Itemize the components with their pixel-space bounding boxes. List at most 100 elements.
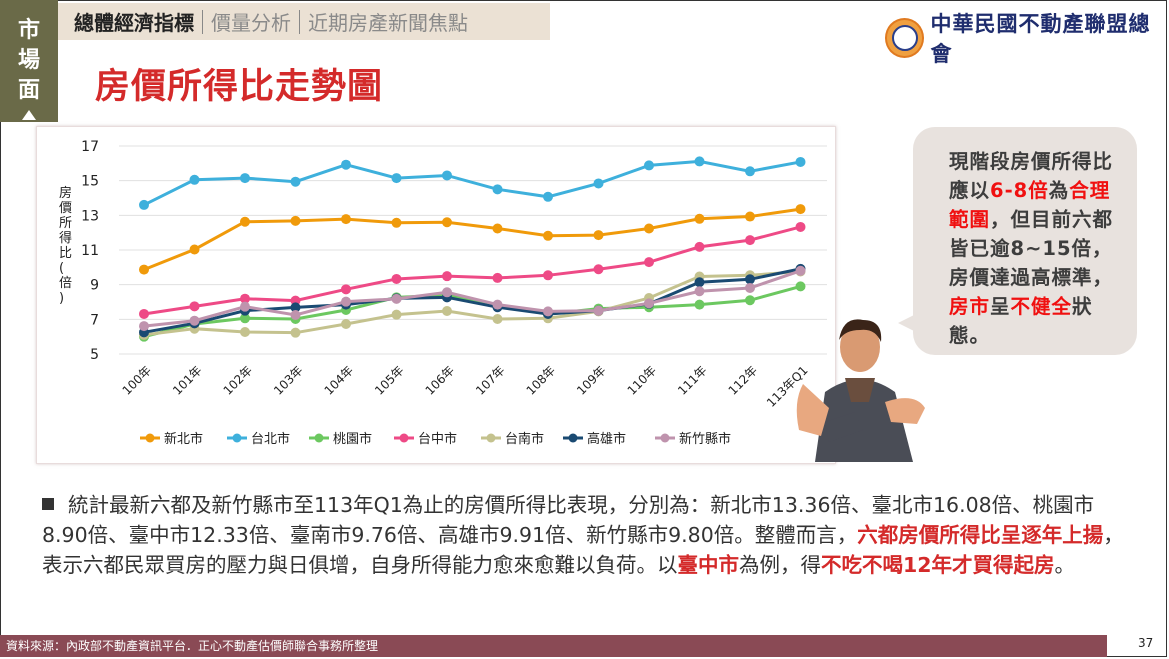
y-tick-label: 17	[81, 139, 99, 155]
x-tick-label: 107年	[473, 363, 508, 398]
legend-marker	[314, 433, 324, 443]
x-tick-label: 112年	[726, 363, 761, 398]
data-point	[593, 305, 604, 316]
data-point	[593, 230, 604, 241]
data-point	[139, 321, 149, 332]
data-point	[694, 286, 705, 297]
data-point	[492, 299, 503, 310]
series-line-新竹縣市	[143, 269, 801, 328]
data-point	[240, 293, 250, 304]
data-point	[543, 306, 553, 317]
section-tab: 市 場 面	[0, 0, 58, 122]
series-line-桃園市	[143, 284, 801, 339]
data-point	[341, 159, 351, 170]
chart-svg: 5 7 9 11 13 15 17 房價所得比(倍) 100年 101年 102年 103年 104年 1…	[59, 139, 827, 447]
data-point	[442, 287, 452, 298]
highlight-text: 不健全	[1010, 295, 1073, 318]
summary-paragraph: 統計最新六都及新竹縣市至113年Q1為止的房價所得比表現，分別為：新北市13.3…	[42, 490, 1132, 580]
data-point	[290, 327, 301, 338]
y-tick-label: 9	[90, 278, 99, 294]
x-tick-label: 101年	[170, 363, 205, 398]
data-point	[139, 199, 149, 210]
data-point	[189, 315, 200, 326]
x-tick-label: 108年	[524, 363, 559, 398]
data-point	[795, 265, 806, 276]
data-point	[442, 217, 452, 228]
series-line-新北市	[143, 207, 801, 271]
data-point	[492, 184, 503, 195]
legend-label: 台北市	[251, 431, 290, 447]
data-point	[240, 216, 250, 227]
nav-item-price-volume[interactable]: 價量分析	[211, 11, 291, 35]
nav-divider	[202, 9, 203, 34]
x-tick-label: 102年	[221, 363, 256, 398]
x-tick-label: 100年	[120, 363, 155, 398]
logo-text: 中華民國不動產聯盟總會	[930, 11, 1151, 66]
data-point	[391, 309, 402, 320]
data-point	[644, 298, 654, 309]
section-nav: 總體經濟指標 價量分析 近期房產新聞焦點	[58, 3, 550, 40]
data-point	[745, 295, 755, 306]
data-point	[492, 223, 503, 234]
text-segment: 為例，得	[739, 553, 821, 577]
data-point	[139, 264, 149, 275]
y-tick-label: 15	[81, 174, 99, 190]
nav-item-news[interactable]: 近期房產新聞焦點	[308, 11, 468, 35]
data-point	[341, 319, 351, 330]
tab-arrow-icon	[22, 110, 36, 120]
text-segment: 統計最新六都及新竹縣市至113年Q1為止的房價所得比表現，分別為：新北市13.3…	[42, 493, 1095, 547]
y-axis-label: 房價所得比(倍)	[59, 185, 72, 306]
data-point	[543, 270, 553, 281]
text-segment: 現階段房價所得比應以	[949, 150, 1114, 202]
data-point	[391, 273, 402, 284]
legend-label: 新北市	[164, 431, 203, 447]
x-tick-label: 109年	[574, 363, 609, 398]
y-tick-label: 7	[90, 312, 99, 328]
speech-bubble-tail	[898, 315, 914, 331]
data-point	[593, 264, 604, 275]
text-segment: ，表示六都民眾買房的壓力與日俱增，自身所得能力愈來愈難以負荷。以	[42, 523, 1124, 577]
text-segment: 狀態。	[949, 295, 1093, 347]
data-point	[644, 160, 654, 171]
data-point	[341, 214, 351, 225]
page-number: 37	[1138, 636, 1154, 650]
legend-label: 台南市	[505, 431, 544, 447]
data-point	[745, 211, 755, 222]
data-point	[240, 313, 250, 324]
data-point	[593, 178, 604, 189]
nav-divider	[299, 9, 300, 34]
data-point	[442, 306, 452, 317]
section-tab-char: 場	[17, 48, 40, 73]
data-point	[442, 170, 452, 181]
data-point	[492, 313, 503, 324]
nav-item-macro[interactable]: 總體經濟指標	[74, 11, 194, 35]
data-point	[795, 204, 806, 215]
legend-marker	[660, 433, 670, 443]
data-point	[341, 284, 351, 295]
person-illustration	[796, 319, 925, 462]
data-point	[442, 271, 452, 282]
series-line-台中市	[143, 225, 801, 316]
data-point	[745, 235, 755, 246]
data-point	[189, 244, 200, 255]
data-point	[745, 274, 755, 285]
legend-label: 台中市	[418, 431, 457, 447]
seal-icon	[885, 18, 925, 58]
data-point	[240, 326, 250, 337]
section-tab-char: 面	[17, 78, 40, 103]
source-footer: 資料來源：內政部不動產資訊平台．正心不動產估價師聯合事務所整理	[0, 635, 1107, 657]
y-tick-label: 13	[81, 208, 99, 224]
text-segment: 為	[1048, 179, 1070, 202]
text-segment: 呈	[990, 295, 1011, 318]
data-point	[189, 301, 200, 312]
section-tab-char: 市	[17, 18, 40, 43]
data-point	[492, 272, 503, 283]
legend-label: 新竹縣市	[679, 431, 731, 447]
data-point	[543, 230, 553, 241]
data-point	[290, 310, 301, 320]
data-point	[694, 156, 705, 167]
x-tick-label: 105年	[372, 363, 407, 398]
series-line-台南市	[143, 269, 801, 337]
legend-label: 桃園市	[333, 431, 372, 447]
speech-bubble: 現階段房價所得比應以6-8倍為合理範圍，但目前六都皆已逾8~15倍，房價達過高標…	[913, 127, 1137, 355]
